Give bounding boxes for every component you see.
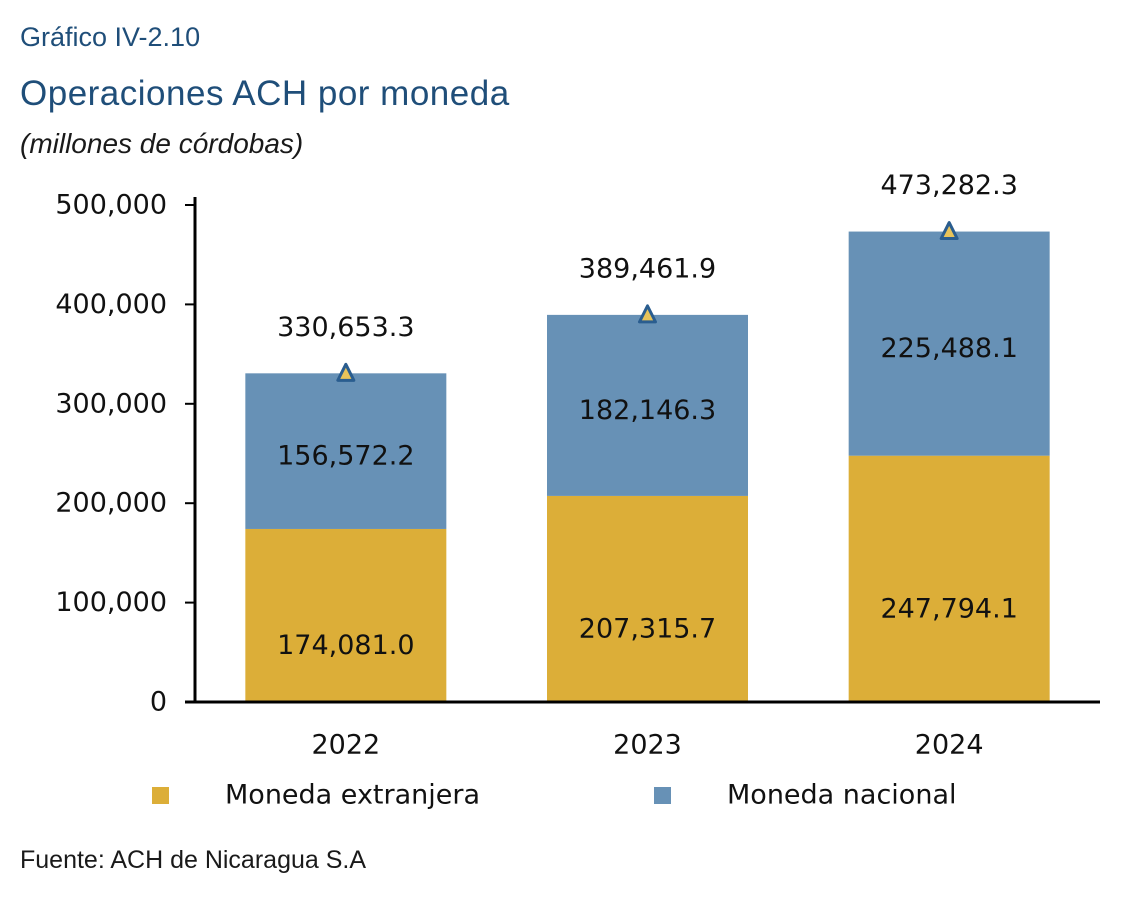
y-tick-label: 0 [150, 687, 167, 718]
bar-moneda-extranjera-2023 [547, 495, 748, 702]
data-label: 156,572.2 [277, 441, 414, 472]
bar-moneda-nacional-2024 [848, 231, 1050, 456]
x-tick-label: 2024 [915, 730, 984, 761]
y-tick-label: 300,000 [55, 388, 167, 419]
total-label: 473,282.3 [880, 170, 1017, 201]
data-label: 174,081.0 [277, 630, 414, 661]
y-tick-label: 500,000 [55, 190, 167, 221]
bar-moneda-nacional-2022 [245, 373, 447, 529]
data-label: 225,488.1 [880, 333, 1017, 364]
legend-label: Moneda nacional [727, 780, 957, 811]
total-marker-2022 [336, 362, 356, 382]
data-label: 247,794.1 [880, 593, 1017, 624]
data-label: 207,315.7 [579, 613, 716, 644]
source-note: Fuente: ACH de Nicaragua S.A [20, 846, 367, 874]
legend-swatch-moneda-extranjera [152, 787, 169, 804]
y-tick-label: 200,000 [55, 488, 167, 519]
chart-label: Gráfico IV-2.10 [20, 22, 201, 52]
y-tick-label: 100,000 [55, 587, 167, 618]
data-label: 182,146.3 [579, 395, 716, 426]
bar-moneda-nacional-2023 [547, 314, 748, 496]
bar-moneda-extranjera-2022 [245, 528, 447, 702]
legend-label: Moneda extranjera [225, 780, 480, 811]
y-tick-label: 400,000 [55, 289, 167, 320]
total-marker-2024 [939, 221, 959, 241]
x-tick-label: 2023 [613, 730, 682, 761]
total-marker-2023 [638, 304, 657, 324]
chart-subtitle: (millones de córdobas) [20, 128, 304, 159]
legend-swatch-moneda-nacional [654, 787, 671, 804]
total-label: 330,653.3 [277, 312, 414, 343]
bar-moneda-extranjera-2024 [848, 455, 1050, 702]
stacked-bar-chart: 0 100,000 200,000 300,000 400,000 500,000 174,… [55, 170, 1100, 811]
total-label: 389,461.9 [579, 253, 716, 284]
x-tick-label: 2022 [311, 730, 380, 761]
chart-title: Operaciones ACH por moneda [20, 74, 510, 113]
